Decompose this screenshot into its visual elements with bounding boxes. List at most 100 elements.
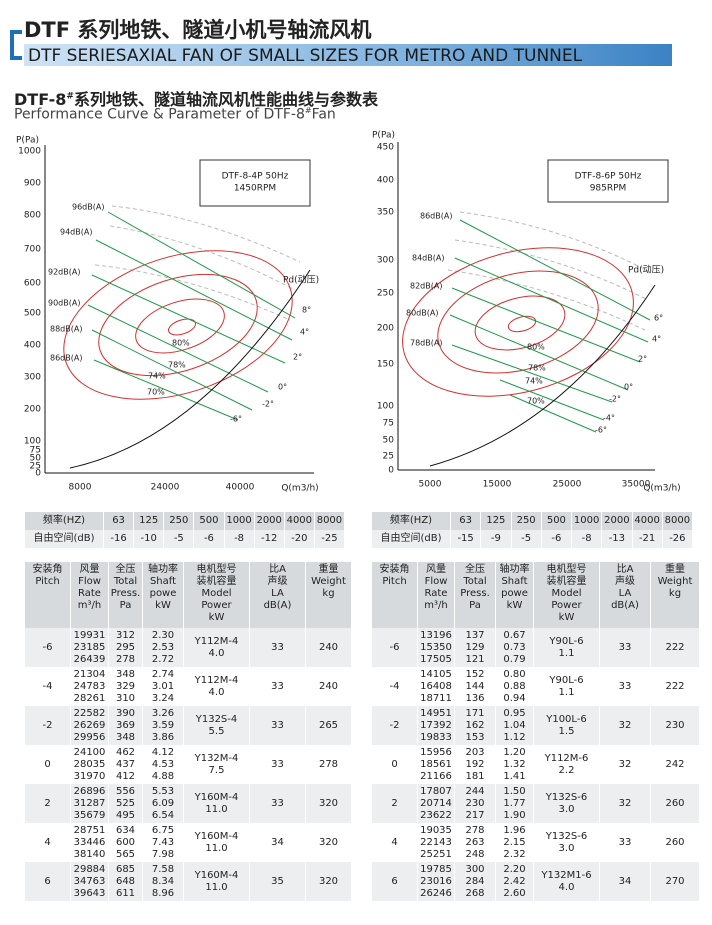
header-line: 安装角 [32,564,63,575]
y-tick-label: 250 [377,289,394,299]
press-cell: 462 437 412 [108,745,143,784]
noise-db: 33 [249,628,306,667]
model: Y90L-6 [549,635,584,647]
flow: 17807 [420,785,452,797]
header-line: 重量 [665,564,685,575]
y-tick-label: 200 [377,324,394,334]
flow: 19931 [73,629,106,641]
model-cell: Y132S-6 3.0 [533,784,600,823]
power: 4.88 [151,770,175,782]
header-line: 电机型号 [196,564,237,575]
header-line: Flow [78,576,101,587]
press: 611 [115,887,136,899]
header-line: LA [618,588,632,599]
press: 348 [115,731,136,743]
power: 5.53 [151,785,175,797]
freq: 250 [511,512,542,530]
header-cell: 安装角 Pitch [372,562,418,628]
group-row: 6 19785 23016 26246 300 284 268 2.20 2.42 2.60 Y13… [372,862,700,901]
param-table: 安装角 Pitch 风量 Flow Rate m³/h 全压 Total Press. Pa 轴功率… [372,562,700,901]
flow-cell: 14951 17392 19833 [417,706,455,745]
flow: 21166 [420,770,452,782]
pitch: -6 [372,628,418,667]
press: 310 [115,692,136,704]
flow: 29956 [73,731,106,743]
noise-db: 32 [599,745,651,784]
x-tick-label: 5000 [419,480,442,490]
freq-label: 频率(HZ) [25,512,104,530]
header-cell: 电机型号 装机容量 Model Power kW [183,562,250,628]
weight: 222 [650,667,700,706]
flow: 29884 [73,863,106,875]
pitch: 6 [372,862,418,901]
weight: 242 [650,745,700,784]
subtitle-main: Performance Curve & Parameter of DTF-8 [14,106,305,123]
subtitle-end: Fan [311,106,336,123]
power: 2.72 [151,653,175,665]
header-line: Flow [424,576,448,587]
y-tick-label: 400 [24,341,41,351]
db-label: 78dB(A) [410,339,442,348]
press-cell: 171 162 153 [454,706,496,745]
group-row: -6 13196 15350 17505 137 129 121 0.67 0.73 0.79 Y9… [372,628,700,667]
freq: 4000 [284,512,315,530]
power-cell: 0.67 0.73 0.79 [495,628,534,667]
model-cell: Y160M-4 11.0 [183,823,250,862]
power: 1.41 [503,770,526,782]
power-cell: 1.50 1.77 1.90 [495,784,534,823]
model: Y112M-4 [194,635,239,647]
header-line: Pa [119,600,132,611]
group-row: -4 21304 24783 28261 348 329 310 2.74 3.01 3.24 Y1… [25,667,352,706]
pitch: -6 [25,628,71,667]
press: 192 [465,758,485,770]
noise-row: 自由空间(dB) -16 -10 -5 -6 -8 -12 -20 -25 [25,530,346,548]
power-cell: 6.75 7.43 7.98 [142,823,184,862]
atten: -12 [254,530,285,548]
y-tick-label: 600 [24,279,41,289]
y-tick-label: 50 [383,436,395,446]
power-cell: 1.20 1.32 1.41 [495,745,534,784]
pd-label: Pd(动压) [628,265,664,276]
press-cell: 152 144 136 [454,667,496,706]
flow-cell: 13196 15350 17505 [417,628,455,667]
flow: 28751 [73,824,106,836]
press: 300 [465,863,485,875]
press: 230 [465,797,485,809]
bracket [10,56,22,60]
press: 348 [115,668,136,680]
flow: 23622 [420,809,452,821]
flow: 19785 [420,863,452,875]
freq: 4000 [632,512,663,530]
header-line: 风量 [79,564,100,575]
flow: 23016 [420,875,452,887]
noise-table: 频率(HZ) 63 125 250 500 1000 2000 4000 8000 自由空间(dB… [25,512,346,548]
noise-table: 频率(HZ) 63 125 250 500 1000 2000 4000 8000 自由空间(dB… [372,512,694,548]
bracket [10,30,22,34]
header-line: Shaft [501,576,528,587]
freq: 500 [193,512,225,530]
weight: 260 [650,784,700,823]
efficiency-label: 70% [527,397,545,406]
press: 162 [465,719,485,731]
flow-cell: 19931 23185 26439 [70,628,109,667]
power: 0.67 [503,629,526,641]
flow: 15350 [420,641,452,653]
power-cell: 7.58 8.34 8.96 [142,862,184,901]
y-tick-label: 450 [377,143,394,153]
press: 152 [465,668,485,680]
flow-cell: 19035 22143 25251 [417,823,455,862]
pitch: 6 [25,862,71,901]
group-row: 4 28751 33446 38140 634 600 565 6.75 7.43 7.98 Y16… [25,823,352,862]
flow: 31970 [73,770,106,782]
power: 0.95 [503,707,526,719]
press-cell: 348 329 310 [108,667,143,706]
flow: 26439 [73,653,106,665]
flow: 22143 [420,836,452,848]
flow-cell: 22582 26269 29956 [70,706,109,745]
freq: 8000 [662,512,694,530]
power-cell: 2.74 3.01 3.24 [142,667,184,706]
header-line: kW [155,600,171,611]
header-line: Total [113,576,138,587]
model: Y90L-6 [549,674,584,686]
